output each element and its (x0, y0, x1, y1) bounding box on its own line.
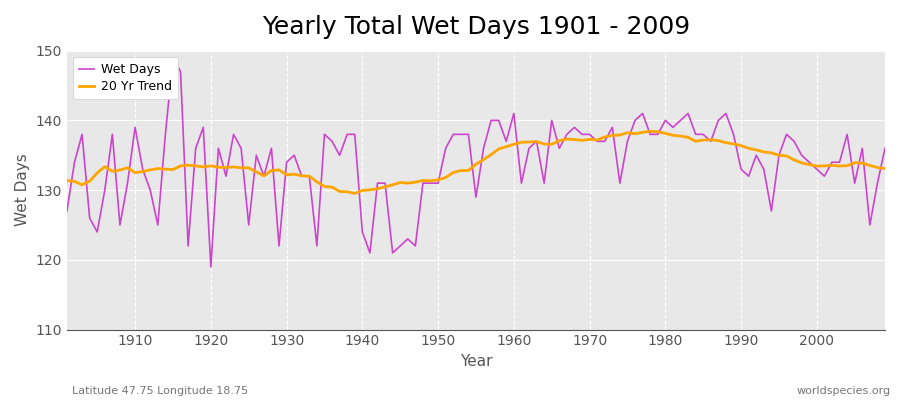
Wet Days (304, 174, 315, 178)
Wet Days (615, 181, 626, 186)
Line: Wet Days: Wet Days (67, 58, 885, 267)
Wet Days (122, 181, 133, 186)
20 Yr Trend (644, 129, 655, 134)
20 Yr Trend (334, 189, 345, 194)
Wet Days (524, 146, 535, 151)
20 Yr Trend (508, 142, 519, 147)
Title: Yearly Total Wet Days 1901 - 2009: Yearly Total Wet Days 1901 - 2009 (262, 15, 690, 39)
20 Yr Trend (607, 133, 617, 138)
Text: Latitude 47.75 Longitude 18.75: Latitude 47.75 Longitude 18.75 (72, 386, 248, 396)
20 Yr Trend (61, 178, 72, 183)
X-axis label: Year: Year (460, 354, 492, 369)
Wet Days (879, 146, 890, 151)
20 Yr Trend (289, 172, 300, 176)
Legend: Wet Days, 20 Yr Trend: Wet Days, 20 Yr Trend (73, 57, 178, 99)
20 Yr Trend (122, 165, 133, 170)
20 Yr Trend (349, 191, 360, 196)
Text: worldspecies.org: worldspecies.org (796, 386, 891, 396)
Wet Days (205, 264, 216, 269)
Wet Days (349, 132, 360, 137)
Wet Days (167, 55, 178, 60)
Y-axis label: Wet Days: Wet Days (15, 154, 30, 226)
20 Yr Trend (516, 140, 526, 145)
20 Yr Trend (879, 166, 890, 171)
Wet Days (61, 209, 72, 214)
Line: 20 Yr Trend: 20 Yr Trend (67, 131, 885, 194)
Wet Days (516, 181, 526, 186)
